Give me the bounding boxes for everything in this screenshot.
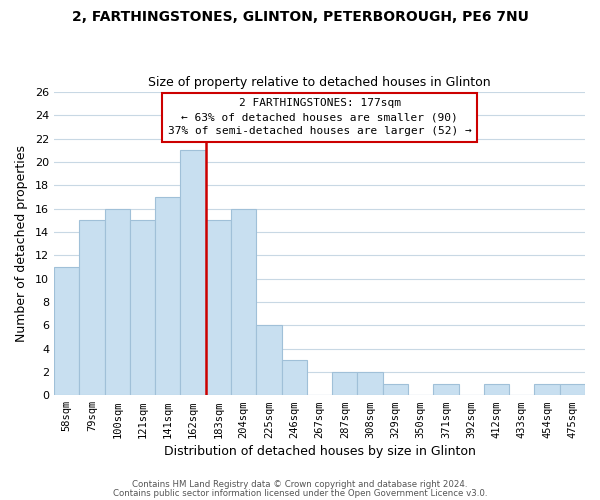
Text: 2 FARTHINGSTONES: 177sqm
← 63% of detached houses are smaller (90)
37% of semi-d: 2 FARTHINGSTONES: 177sqm ← 63% of detach… xyxy=(167,98,472,136)
Bar xyxy=(383,384,408,395)
Text: 2, FARTHINGSTONES, GLINTON, PETERBOROUGH, PE6 7NU: 2, FARTHINGSTONES, GLINTON, PETERBOROUGH… xyxy=(71,10,529,24)
Bar xyxy=(281,360,307,395)
Text: Contains HM Land Registry data © Crown copyright and database right 2024.: Contains HM Land Registry data © Crown c… xyxy=(132,480,468,489)
Bar xyxy=(484,384,509,395)
Bar xyxy=(130,220,155,395)
Bar xyxy=(206,220,231,395)
Bar xyxy=(104,208,130,395)
Title: Size of property relative to detached houses in Glinton: Size of property relative to detached ho… xyxy=(148,76,491,90)
Bar xyxy=(231,208,256,395)
Bar xyxy=(79,220,104,395)
Bar xyxy=(535,384,560,395)
Bar xyxy=(332,372,358,395)
X-axis label: Distribution of detached houses by size in Glinton: Distribution of detached houses by size … xyxy=(164,444,475,458)
Bar xyxy=(256,325,281,395)
Bar xyxy=(181,150,206,395)
Y-axis label: Number of detached properties: Number of detached properties xyxy=(15,145,28,342)
Bar xyxy=(155,197,181,395)
Bar xyxy=(433,384,458,395)
Bar xyxy=(358,372,383,395)
Text: Contains public sector information licensed under the Open Government Licence v3: Contains public sector information licen… xyxy=(113,489,487,498)
Bar xyxy=(560,384,585,395)
Bar xyxy=(54,267,79,395)
